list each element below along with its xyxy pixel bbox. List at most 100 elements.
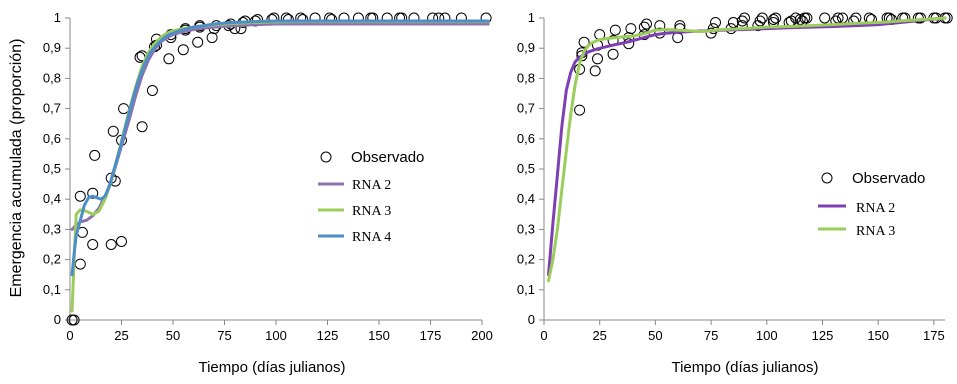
left-legend-observed-marker — [320, 151, 332, 163]
left-y-tick-label: 0,8 — [43, 70, 61, 85]
right-observed-point — [609, 24, 621, 36]
left-x-tick-label: 100 — [265, 328, 287, 343]
left-observed-point — [74, 258, 86, 270]
left-observed-point — [87, 239, 99, 250]
left-observed-point — [87, 187, 99, 199]
right-y-tick-label: 0,1 — [517, 282, 535, 297]
left-y-tick-label: 0,3 — [43, 221, 61, 236]
right-y-tick-label: 0,5 — [517, 161, 535, 176]
right-observed-point — [574, 104, 586, 116]
right-x-tick-label: 75 — [704, 328, 718, 343]
left-observed-point — [177, 44, 189, 56]
left-observed-point — [116, 236, 127, 247]
left-x-tick-label: 75 — [217, 328, 231, 343]
left-series-rna3-line — [70, 20, 490, 313]
right-series-rna3-line — [547, 16, 947, 283]
right-y-tick-label: 0,8 — [517, 70, 535, 85]
right-x-axis-label: Tiempo (días julianos) — [671, 359, 818, 376]
left-observed-point — [136, 121, 148, 133]
left-y-tick-label: 1 — [54, 10, 61, 25]
left-y-tick-label: 0,1 — [43, 282, 61, 297]
left-y-tick-label: 0 — [54, 312, 61, 327]
right-x-tick-label: 150 — [867, 328, 889, 343]
left-x-tick-label: 150 — [368, 328, 390, 343]
right-y-tick-label: 0,2 — [517, 252, 535, 267]
left-x-tick-label: 125 — [317, 328, 339, 343]
right-observed-point — [589, 65, 601, 77]
right-observed-point — [801, 12, 813, 24]
right-axes: 0 0,1 0,2 0,3 0,4 0,5 0,6 0,7 0,8 0,9 1 0 25 50 75 100 1… — [517, 10, 945, 343]
right-observed-point — [641, 18, 652, 30]
right-legend-observed-marker — [821, 172, 833, 184]
left-observed-point — [105, 239, 117, 250]
right-x-tick-label: 175 — [923, 328, 945, 343]
right-observed-point — [794, 14, 806, 25]
left-legend-rna3-label: RNA 3 — [352, 204, 391, 219]
right-y-tick-label: 1 — [528, 10, 535, 25]
right-x-tick-label: 0 — [540, 328, 547, 343]
right-observed-point — [736, 15, 748, 27]
left-legend-rna2-label: RNA 2 — [352, 178, 391, 193]
left-y-tick-label: 0,4 — [43, 191, 61, 206]
right-series-rna2-line — [547, 16, 947, 277]
right-observed-point — [625, 23, 637, 35]
right-observed-point — [754, 15, 766, 27]
left-observed-point — [118, 103, 130, 115]
left-x-tick-label: 0 — [66, 328, 73, 343]
left-observed-point — [74, 190, 86, 202]
left-x-tick-label: 175 — [420, 328, 442, 343]
right-x-tick-label: 50 — [648, 328, 662, 343]
right-legend-rna3-label: RNA 3 — [856, 224, 895, 239]
right-x-tick-label: 25 — [592, 328, 606, 343]
right-observed-point — [710, 17, 721, 28]
right-y-tick-label: 0,7 — [517, 101, 535, 116]
left-series-rna4-line — [70, 19, 490, 277]
left-y-tick-label: 0,9 — [43, 40, 61, 55]
right-observed-point — [672, 32, 684, 44]
left-observed-point — [68, 314, 80, 326]
right-observed-point — [832, 12, 844, 24]
right-x-tick-label: 100 — [756, 328, 778, 343]
left-observed-point — [192, 36, 204, 48]
left-x-tick-label: 25 — [114, 328, 128, 343]
right-y-tick-label: 0,9 — [517, 40, 535, 55]
left-x-tick-label: 200 — [471, 328, 493, 343]
left-chart: 0 0,1 0,2 0,3 0,4 0,5 0,6 0,7 0,8 0,9 1 0 25 50 75 100 1… — [8, 10, 493, 376]
right-observed-point — [837, 12, 848, 24]
left-y-tick-label: 0,2 — [43, 252, 61, 267]
right-y-tick-label: 0,6 — [517, 131, 535, 146]
right-observed-point — [790, 12, 802, 24]
right-legend: Observado RNA 2 RNA 3 — [818, 170, 925, 239]
right-y-tick-label: 0,3 — [517, 221, 535, 236]
left-observed-point — [206, 32, 218, 44]
left-observed-points — [66, 12, 492, 326]
right-observed-point — [770, 12, 782, 24]
left-legend-rna4-label: RNA 4 — [352, 230, 391, 245]
left-legend: Observado RNA 2 RNA 3 RNA 4 — [318, 149, 424, 245]
left-y-axis-label: Emergencia acumulada (proporción) — [8, 39, 25, 298]
right-observed-point — [607, 48, 619, 60]
left-observed-point — [89, 149, 101, 161]
right-observed-point — [578, 36, 590, 48]
right-legend-rna2-label: RNA 2 — [856, 201, 895, 216]
right-observed-point — [592, 53, 603, 65]
right-observed-point — [819, 12, 831, 24]
left-x-axis-label: Tiempo (días julianos) — [198, 359, 345, 376]
right-observed-point — [739, 12, 750, 24]
right-chart: 0 0,1 0,2 0,3 0,4 0,5 0,6 0,7 0,8 0,9 1 0 25 50 75 100 1… — [517, 10, 953, 376]
left-observed-point — [146, 85, 158, 96]
right-x-tick-label: 125 — [812, 328, 834, 343]
left-observed-point — [163, 53, 175, 65]
right-y-tick-label: 0,4 — [517, 191, 535, 206]
left-y-tick-label: 0,6 — [43, 131, 61, 146]
left-y-tick-label: 0,5 — [43, 161, 61, 176]
left-series-rna2-line — [70, 22, 490, 231]
right-observed-point — [756, 12, 768, 24]
left-legend-observed-label: Observado — [351, 149, 424, 166]
left-observed-point — [107, 125, 119, 137]
left-y-tick-label: 0,7 — [43, 101, 61, 116]
right-legend-observed-label: Observado — [852, 170, 925, 187]
right-observed-point — [638, 21, 650, 33]
